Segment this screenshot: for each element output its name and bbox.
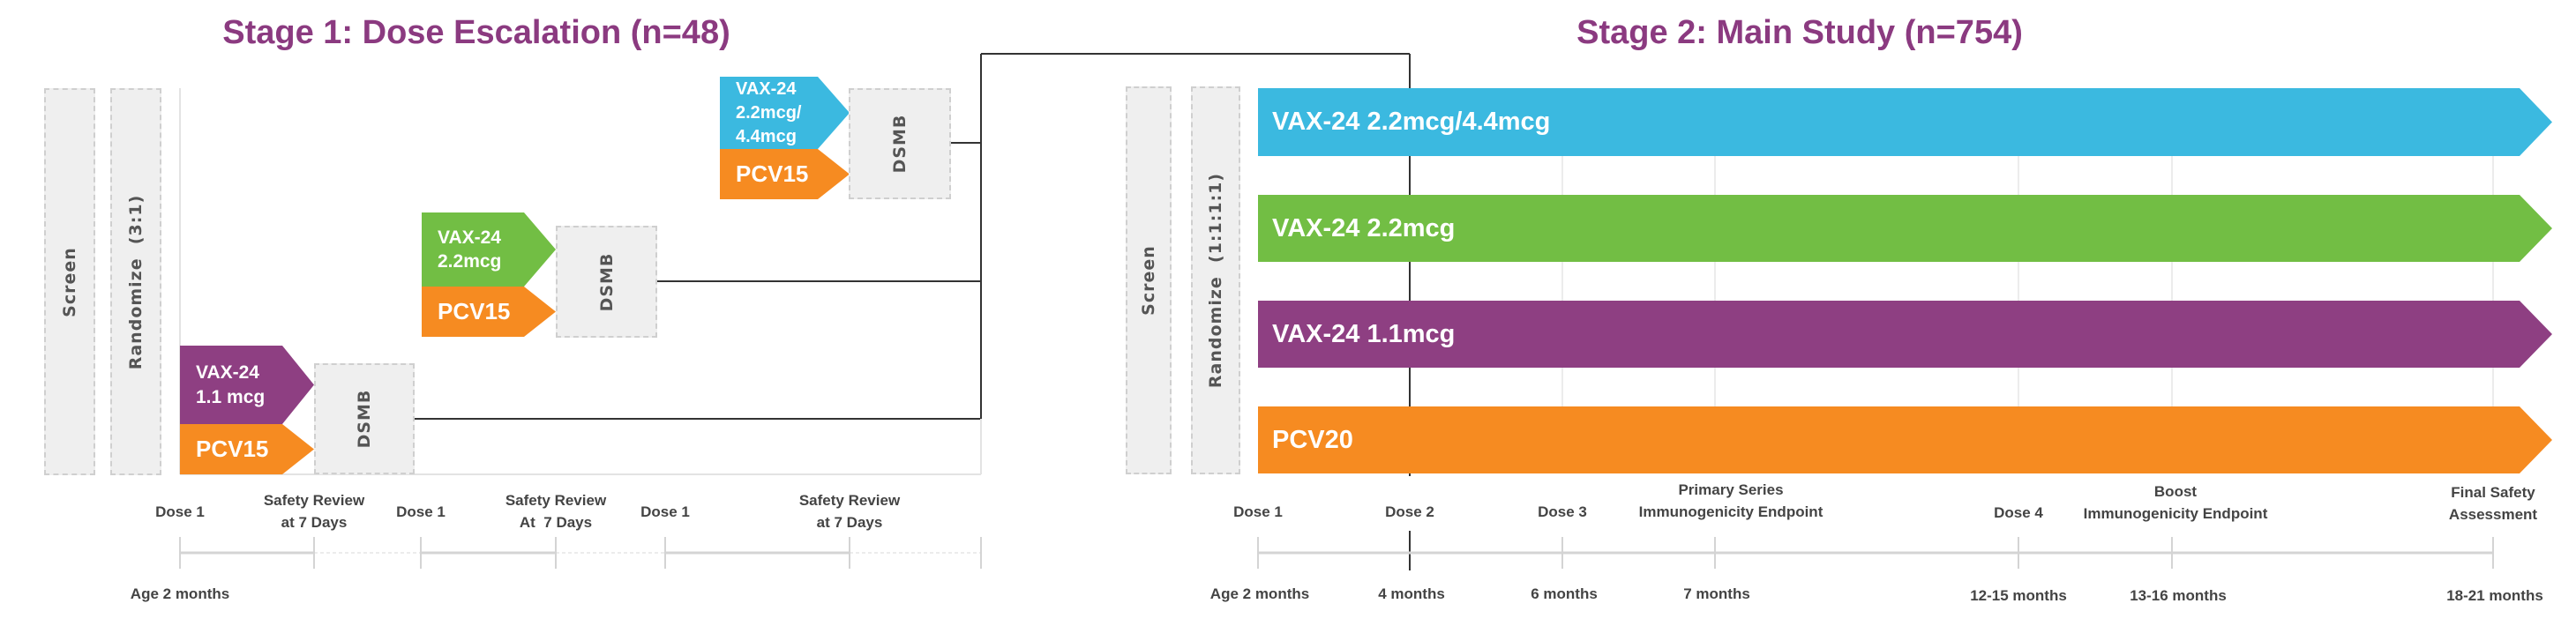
arm-label: VAX-24 2.2mcg/4.4mcg: [1272, 108, 1551, 136]
arm-pcv20-bar: PCV20: [1258, 406, 2552, 473]
stage1-title: Stage 1: Dose Escalation (n=48): [222, 14, 730, 51]
s2-time-label: 13-16 months: [2130, 587, 2227, 604]
stage1-screen-box: Screen: [44, 88, 95, 475]
vaccine-dose: 2.2mcg/: [736, 102, 802, 123]
s2-event-dose2: Dose 2: [1385, 503, 1434, 520]
stage2-screen-box: Screen: [1126, 86, 1172, 474]
s2-event-primary-endpoint: Primary Series Immunogenicity Endpoint: [1638, 481, 1823, 520]
vaccine-name: VAX-24: [196, 362, 259, 384]
s2-event-dose3: Dose 3: [1538, 503, 1587, 520]
cohort3-pcv15-arrow: PCV15: [720, 149, 850, 199]
s1-timeline-dose1: Dose 1: [396, 503, 446, 520]
randomize-label: Randomize (3:1): [126, 194, 146, 369]
comparator-label: PCV15: [736, 160, 809, 187]
arm-vax24-1.1-bar: VAX-24 1.1mcg: [1258, 301, 2552, 368]
s2-time-label: 7 months: [1683, 585, 1750, 602]
s2-event-dose4: Dose 4: [1994, 504, 2043, 521]
screen-label: Screen: [60, 246, 79, 317]
vaccine-dose-alt: 4.4mcg: [736, 126, 797, 146]
comparator-label: PCV15: [438, 297, 511, 324]
arm-label: VAX-24 2.2mcg: [1272, 213, 1456, 242]
vaccine-dose: 2.2mcg: [438, 251, 502, 272]
dsmb-label: DSMB: [596, 252, 617, 311]
s2-event-dose1: Dose 1: [1233, 503, 1283, 520]
arm-label: PCV20: [1272, 425, 1353, 454]
arm-vax24-2.2-bar: VAX-24 2.2mcg: [1258, 195, 2552, 262]
s2-event-final-safety: Final Safety Assessment: [2448, 484, 2538, 523]
dsmb-label: DSMB: [355, 389, 374, 449]
vaccine-name: VAX-24: [438, 227, 501, 248]
comparator-label: PCV15: [196, 435, 269, 462]
cohort1-dsmb-box: DSMB: [314, 363, 415, 474]
cohort3-vax24-arrow: VAX-24 2.2mcg/4.4mcg: [720, 77, 850, 149]
cohort1-pcv15-arrow: PCV15: [180, 424, 314, 474]
cohort3-dsmb-box: DSMB: [849, 88, 951, 199]
s2-time-label: 18-21 months: [2446, 587, 2543, 604]
arm-label: VAX-24 1.1mcg: [1272, 319, 1456, 348]
s2-time-label: 12-15 months: [1970, 587, 2067, 604]
stage2-title: Stage 2: Main Study (n=754): [1576, 14, 2023, 51]
stage1-randomize-box: Randomize (3:1): [110, 88, 161, 475]
s1-age-label: Age 2 months: [130, 585, 230, 602]
s2-event-boost-endpoint: Boost Immunogenicity Endpoint: [2083, 483, 2268, 522]
screen-label: Screen: [1139, 245, 1158, 316]
s1-timeline-safety-review: Safety Review At 7 Days: [505, 492, 607, 531]
s2-time-label: 4 months: [1378, 585, 1445, 602]
stage2-randomize-box: Randomize (1:1:1:1): [1191, 86, 1240, 474]
s2-time-label: 6 months: [1531, 585, 1598, 602]
cohort1-vax24-arrow: VAX-24 1.1 mcg: [180, 346, 314, 424]
s2-time-label: Age 2 months: [1209, 585, 1310, 602]
cohort2-dsmb-box: DSMB: [556, 226, 657, 338]
s1-timeline-safety-review: Safety Review at 7 Days: [263, 492, 365, 531]
cohort2-pcv15-arrow: PCV15: [422, 287, 556, 337]
vaccine-name: VAX-24: [736, 78, 797, 99]
vaccine-dose: 1.1 mcg: [196, 386, 266, 407]
arm-vax24-2.2-4.4-bar: VAX-24 2.2mcg/4.4mcg: [1258, 88, 2552, 156]
randomize-label: Randomize (1:1:1:1): [1206, 172, 1225, 389]
s1-timeline-safety-review: Safety Review at 7 Days: [798, 492, 901, 531]
s1-timeline-dose1: Dose 1: [155, 503, 205, 520]
s1-timeline-dose1: Dose 1: [640, 503, 690, 520]
dsmb-label: DSMB: [890, 114, 910, 174]
cohort2-vax24-arrow: VAX-24 2.2mcg: [422, 212, 556, 287]
